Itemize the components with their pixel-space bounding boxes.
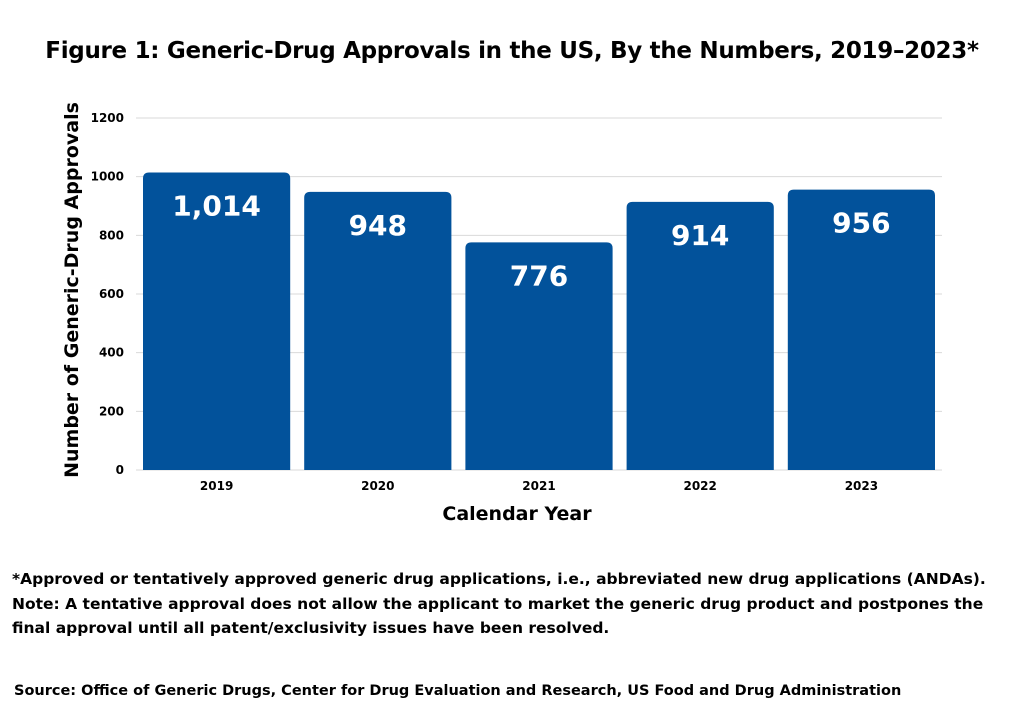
x-tick-label: 2020 <box>361 479 394 493</box>
y-tick-label: 200 <box>99 404 124 418</box>
data-label-2022: 914 <box>671 219 729 252</box>
y-tick-label: 0 <box>116 463 124 477</box>
bar-2021 <box>465 242 613 470</box>
footnote-line-1: *Approved or tentatively approved generi… <box>12 570 986 588</box>
x-tick-label: 2019 <box>200 479 233 493</box>
data-label-2020: 948 <box>349 209 407 242</box>
footnote-line-2: Note: A tentative approval does not allo… <box>12 594 984 638</box>
chart-title: Figure 1: Generic-Drug Approvals in the … <box>45 38 979 64</box>
x-axis-ticks: 2019 2020 2021 2022 2023 <box>200 479 878 493</box>
source-note: Source: Office of Generic Drugs, Center … <box>14 683 902 699</box>
y-axis-title: Number of Generic-Drug Approvals <box>61 102 83 478</box>
y-tick-label: 400 <box>99 346 124 360</box>
bar-2022 <box>626 201 774 471</box>
x-axis-title: Calendar Year <box>442 503 592 525</box>
data-label-2019: 1,014 <box>172 190 261 223</box>
data-label-2021: 776 <box>510 259 568 292</box>
y-tick-label: 600 <box>99 287 124 301</box>
y-tick-label: 800 <box>99 228 124 242</box>
y-tick-label: 1200 <box>91 111 124 125</box>
data-label-2023: 956 <box>832 207 890 240</box>
x-tick-label: 2022 <box>683 479 716 493</box>
y-axis-ticks: 0 200 400 600 800 1000 1200 <box>91 111 124 477</box>
y-tick-label: 1000 <box>91 170 124 184</box>
footnote: *Approved or tentatively approved generi… <box>12 567 1012 641</box>
bar-2020 <box>304 191 452 471</box>
x-tick-label: 2021 <box>522 479 555 493</box>
bars: 1,014 948 776 914 956 <box>143 172 935 471</box>
bar-2023 <box>787 189 935 470</box>
x-tick-label: 2023 <box>845 479 878 493</box>
bar-2019 <box>143 172 291 470</box>
